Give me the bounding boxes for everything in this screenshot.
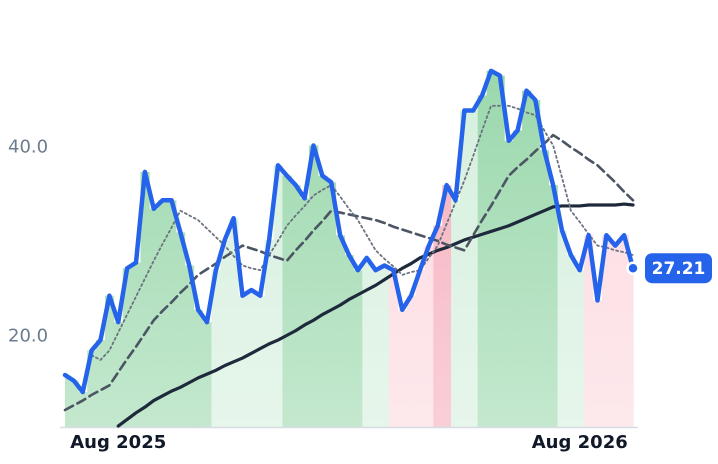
- average-line: [63, 133, 635, 412]
- last-point: [626, 261, 640, 275]
- y-tick-label: 20.0: [8, 325, 48, 346]
- x-tick-label: Aug 2026: [532, 432, 628, 453]
- last-value-pill: [645, 253, 712, 284]
- x-tick-label: Aug 2025: [70, 432, 166, 453]
- price-line: [62, 68, 636, 395]
- y-tick-label: 40.0: [8, 136, 48, 157]
- average-line: [90, 104, 634, 361]
- labels: 20.0 40.0 Aug 2025 Aug 2026 27.21: [8, 136, 712, 453]
- average-line: [116, 202, 635, 428]
- lines: [62, 68, 636, 428]
- last-value-label: 27.21: [652, 259, 706, 279]
